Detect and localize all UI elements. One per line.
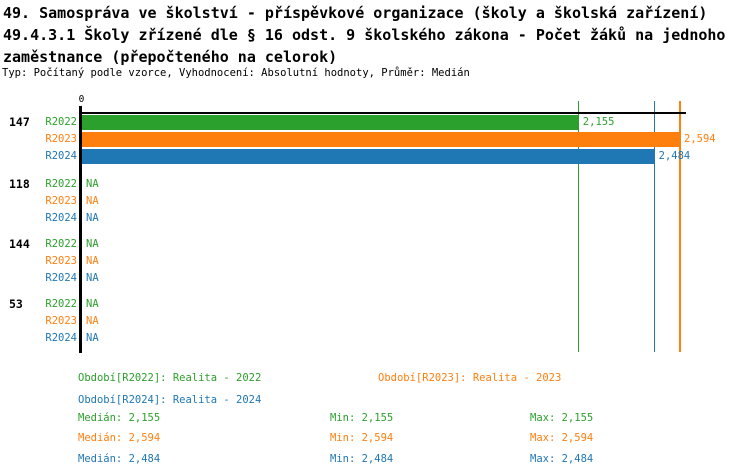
group-label: 147 <box>9 115 30 129</box>
group-label: 118 <box>9 177 30 191</box>
na-label: NA <box>86 212 99 224</box>
na-label: NA <box>86 178 99 190</box>
x-axis-line <box>79 112 686 114</box>
stat-min-r2022: Min: 2,155 <box>330 412 394 424</box>
legend-item-r2024: Období[R2024]: Realita - 2024 <box>78 394 262 406</box>
chart-subtitle: Typ: Počítaný podle vzorce, Vyhodnocení:… <box>2 67 470 79</box>
stat-max-r2022: Max: 2,155 <box>530 412 594 424</box>
stat-min-r2023: Min: 2,594 <box>330 432 394 444</box>
stat-median-r2023: Medián: 2,594 <box>78 432 161 444</box>
row-label-r2022: R2022 <box>45 298 77 310</box>
na-label: NA <box>86 195 99 207</box>
group-label: 53 <box>9 297 23 311</box>
legend-item-r2023: Období[R2023]: Realita - 2023 <box>378 372 562 384</box>
bar-r2024 <box>82 149 655 164</box>
title-line-1: 49. Samospráva ve školství - příspěvkové… <box>3 4 708 22</box>
title-line-2: 49.4.3.1 Školy zřízené dle § 16 odst. 9 … <box>3 26 726 44</box>
na-label: NA <box>86 272 99 284</box>
value-label: 2,155 <box>582 116 615 128</box>
title-line-3: zaměstnance (přepočteného na celorok) <box>3 48 338 66</box>
stat-max-r2024: Max: 2,484 <box>530 453 594 465</box>
stat-min-r2024: Min: 2,484 <box>330 453 394 465</box>
row-label-r2022: R2022 <box>45 116 77 128</box>
row-label-r2024: R2024 <box>45 212 77 224</box>
na-label: NA <box>86 298 99 310</box>
group-label: 144 <box>9 237 30 251</box>
row-label-r2024: R2024 <box>45 272 77 284</box>
row-label-r2023: R2023 <box>45 315 77 327</box>
na-label: NA <box>86 332 99 344</box>
na-label: NA <box>86 315 99 327</box>
row-label-r2022: R2022 <box>45 238 77 250</box>
stat-median-r2024: Medián: 2,484 <box>78 453 161 465</box>
reference-line <box>679 101 681 352</box>
row-label-r2024: R2024 <box>45 332 77 344</box>
bar-r2022 <box>82 115 579 130</box>
row-label-r2023: R2023 <box>45 195 77 207</box>
x-axis-zero-tick-label: 0 <box>78 94 85 105</box>
y-axis-line <box>79 106 82 353</box>
row-label-r2023: R2023 <box>45 255 77 267</box>
row-label-r2023: R2023 <box>45 133 77 145</box>
row-label-r2024: R2024 <box>45 150 77 162</box>
value-label: 2,484 <box>658 150 691 162</box>
stat-max-r2023: Max: 2,594 <box>530 432 594 444</box>
na-label: NA <box>86 255 99 267</box>
reference-line <box>577 101 580 352</box>
legend-item-r2022: Období[R2022]: Realita - 2022 <box>78 372 262 384</box>
bar-r2023 <box>82 132 680 147</box>
stat-median-r2022: Medián: 2,155 <box>78 412 161 424</box>
reference-line <box>653 101 656 352</box>
na-label: NA <box>86 238 99 250</box>
value-label: 2,594 <box>684 133 716 145</box>
row-label-r2022: R2022 <box>45 178 77 190</box>
